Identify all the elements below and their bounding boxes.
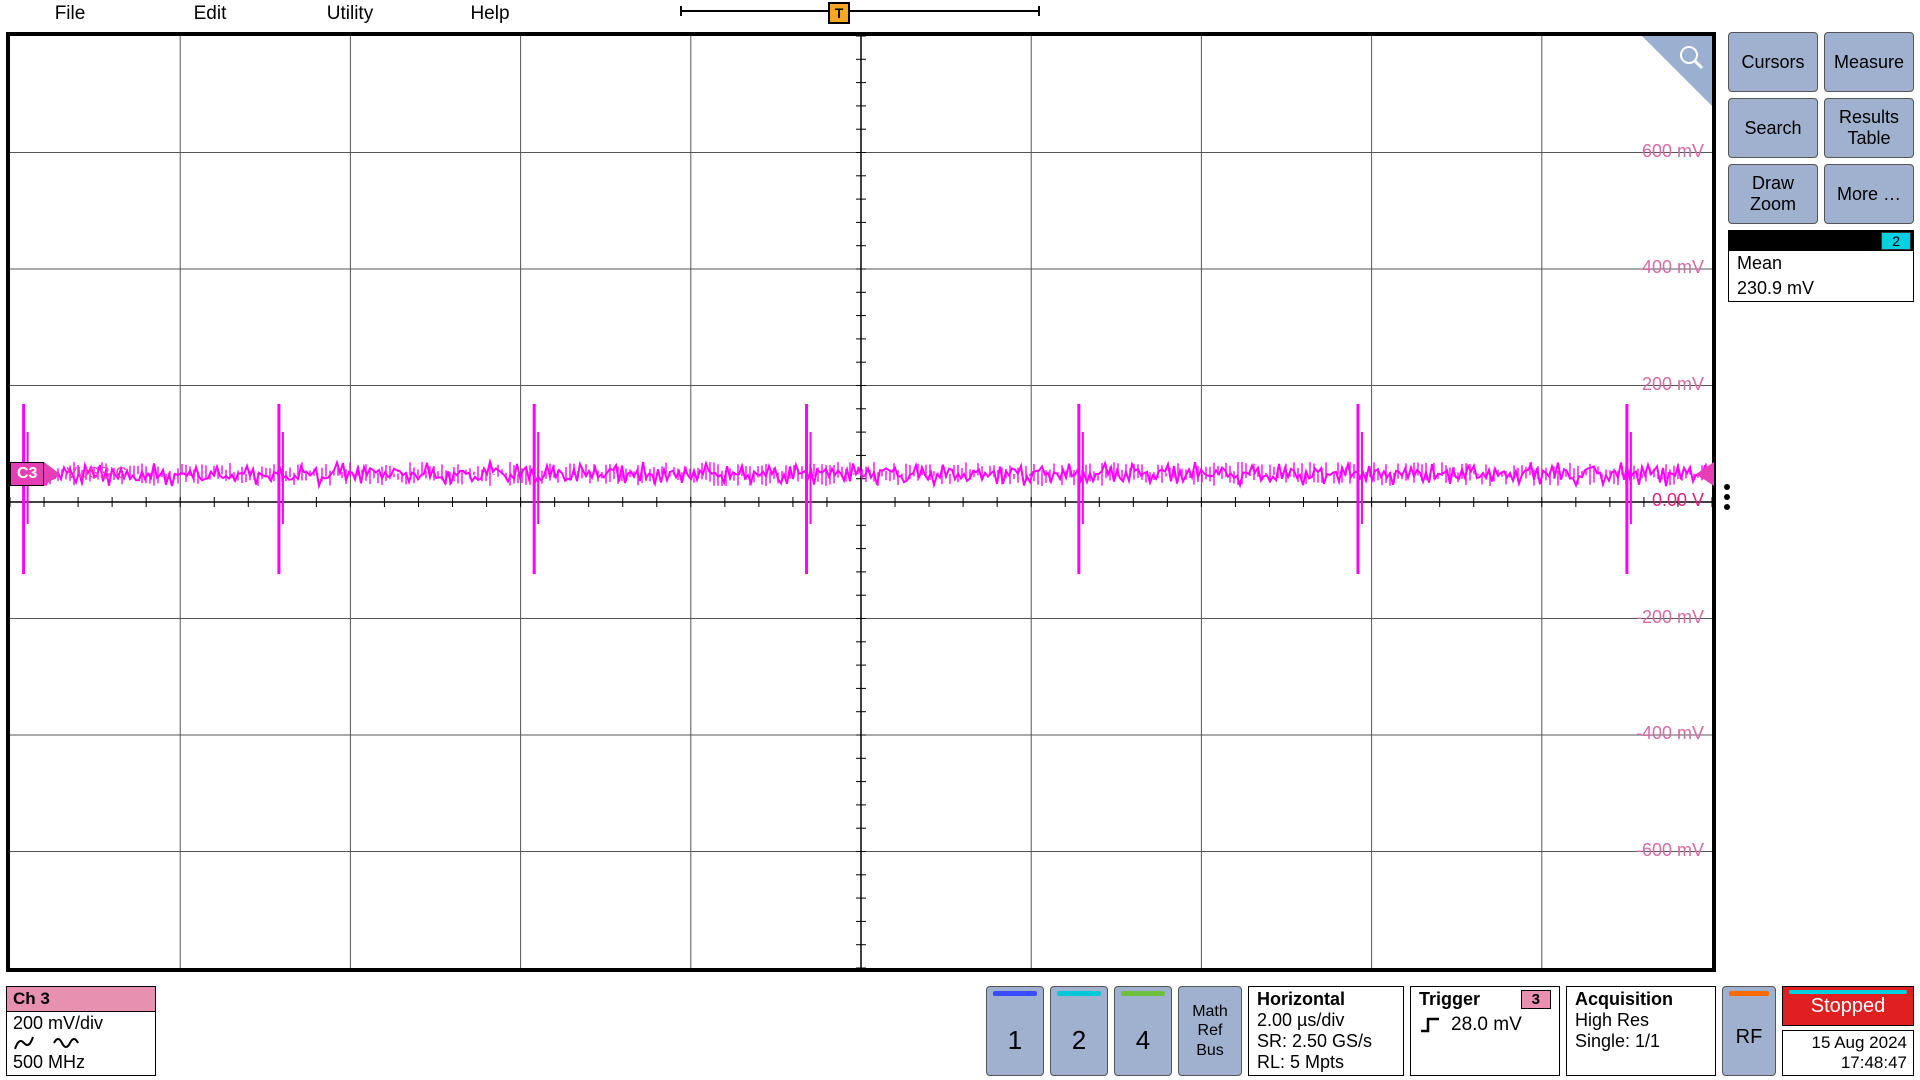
acquisition-mode: High Res <box>1575 1010 1707 1031</box>
rf-button[interactable]: RF <box>1722 986 1776 1076</box>
measurement-header: 2 <box>1729 231 1913 251</box>
channel-tag-arrow-icon <box>44 462 60 486</box>
acquisition-info-box[interactable]: Acquisition High Res Single: 1/1 <box>1566 986 1716 1076</box>
horizontal-info-box[interactable]: Horizontal 2.00 µs/div SR: 2.50 GS/s RL:… <box>1248 986 1404 1076</box>
trigger-title-text: Trigger <box>1419 989 1480 1010</box>
channel-number-label: 2 <box>1072 1025 1086 1056</box>
channel-number-label: 1 <box>1008 1025 1022 1056</box>
channel-2-button[interactable]: 2 <box>1050 986 1108 1076</box>
results-table-button[interactable]: Results Table <box>1824 98 1914 158</box>
trigger-info-box[interactable]: Trigger 3 28.0 mV <box>1410 986 1560 1076</box>
channel-color-strip <box>993 991 1037 996</box>
channel-tag-badge: C3 <box>10 462 44 486</box>
rising-edge-icon <box>1419 1016 1441 1034</box>
run-state-box[interactable]: Stopped <box>1782 986 1914 1026</box>
math-ref-bus-button[interactable]: Math Ref Bus <box>1178 986 1242 1076</box>
voltage-label: 0.00 V <box>1652 490 1704 511</box>
bottom-status-bar: Ch 3 200 mV/div 500 MHz 1 2 4 Math Ref Bus… <box>6 986 1914 1076</box>
trigger-time-marker[interactable]: T <box>828 2 850 24</box>
side-panel: Cursors Measure Search Results Table Dra… <box>1728 32 1914 302</box>
channel-color-strip <box>1121 991 1165 996</box>
trigger-title: Trigger 3 <box>1419 989 1551 1010</box>
waveform-display[interactable]: 600 mV 400 mV 200 mV 0.00 V -200 mV -400 mV -6… <box>6 32 1716 972</box>
trigger-level: 28.0 mV <box>1451 1014 1522 1036</box>
channel-number-label: 4 <box>1136 1025 1150 1056</box>
channel-vdiv: 200 mV/div <box>7 1012 155 1035</box>
voltage-label: 200 mV <box>1642 374 1704 395</box>
horizontal-record-length: RL: 5 Mpts <box>1257 1052 1395 1073</box>
horizontal-title: Horizontal <box>1257 989 1395 1010</box>
voltage-label: 400 mV <box>1642 257 1704 278</box>
channel-1-button[interactable]: 1 <box>986 986 1044 1076</box>
coupling-icon <box>53 1035 79 1051</box>
math-label: Math <box>1192 1002 1228 1021</box>
ref-label: Ref <box>1198 1021 1223 1040</box>
channel-color-strip <box>1057 991 1101 996</box>
acquisition-count: Single: 1/1 <box>1575 1031 1707 1052</box>
measurement-source-badge: 2 <box>1881 232 1911 250</box>
horizontal-sample-rate: SR: 2.50 GS/s <box>1257 1031 1395 1052</box>
measurement-value: 230.9 mV <box>1729 276 1913 301</box>
channel-info-box[interactable]: Ch 3 200 mV/div 500 MHz <box>6 986 156 1076</box>
menu-edit[interactable]: Edit <box>140 3 280 25</box>
rf-color-strip <box>1729 991 1769 996</box>
measure-button[interactable]: Measure <box>1824 32 1914 92</box>
channel-buttons-group: 1 2 4 <box>986 986 1172 1076</box>
channel-4-button[interactable]: 4 <box>1114 986 1172 1076</box>
voltage-label: -600 mV <box>1636 840 1704 861</box>
channel-marker[interactable]: C3 VUSB-C <box>10 462 127 486</box>
scope-grid-svg <box>10 36 1712 968</box>
horizontal-tdiv: 2.00 µs/div <box>1257 1010 1395 1031</box>
time-label: 17:48:47 <box>1841 1053 1907 1073</box>
rf-label: RF <box>1736 1026 1763 1049</box>
probe-icon <box>13 1035 35 1051</box>
channel-signal-name: VUSB-C <box>66 465 126 483</box>
timebase-ruler[interactable] <box>680 10 1040 12</box>
run-state-label: Stopped <box>1811 995 1886 1018</box>
measurement-readout[interactable]: 2 Mean 230.9 mV <box>1728 230 1914 302</box>
trigger-level-marker[interactable] <box>1696 462 1714 486</box>
menu-help[interactable]: Help <box>420 3 560 25</box>
menu-bar: File Edit Utility Help <box>0 0 1720 28</box>
cursors-button[interactable]: Cursors <box>1728 32 1818 92</box>
bus-label: Bus <box>1196 1041 1224 1060</box>
magnifier-icon <box>1678 44 1704 70</box>
voltage-label: -400 mV <box>1636 723 1704 744</box>
menu-file[interactable]: File <box>0 3 140 25</box>
datetime-box: 15 Aug 2024 17:48:47 <box>1782 1030 1914 1076</box>
trigger-source-badge: 3 <box>1521 990 1551 1009</box>
more-button[interactable]: More … <box>1824 164 1914 224</box>
menu-utility[interactable]: Utility <box>280 3 420 25</box>
panel-drag-handle[interactable] <box>1720 484 1734 510</box>
search-button[interactable]: Search <box>1728 98 1818 158</box>
channel-info-title: Ch 3 <box>7 987 155 1012</box>
zoom-corner-button[interactable] <box>1642 36 1712 106</box>
voltage-label: 600 mV <box>1642 141 1704 162</box>
date-label: 15 Aug 2024 <box>1812 1033 1907 1053</box>
acquisition-title: Acquisition <box>1575 989 1707 1010</box>
channel-bandwidth: 500 MHz <box>7 1051 155 1074</box>
voltage-label: -200 mV <box>1636 607 1704 628</box>
trigger-marker-label: T <box>835 5 844 21</box>
measurement-name: Mean <box>1729 251 1913 276</box>
draw-zoom-button[interactable]: Draw Zoom <box>1728 164 1818 224</box>
